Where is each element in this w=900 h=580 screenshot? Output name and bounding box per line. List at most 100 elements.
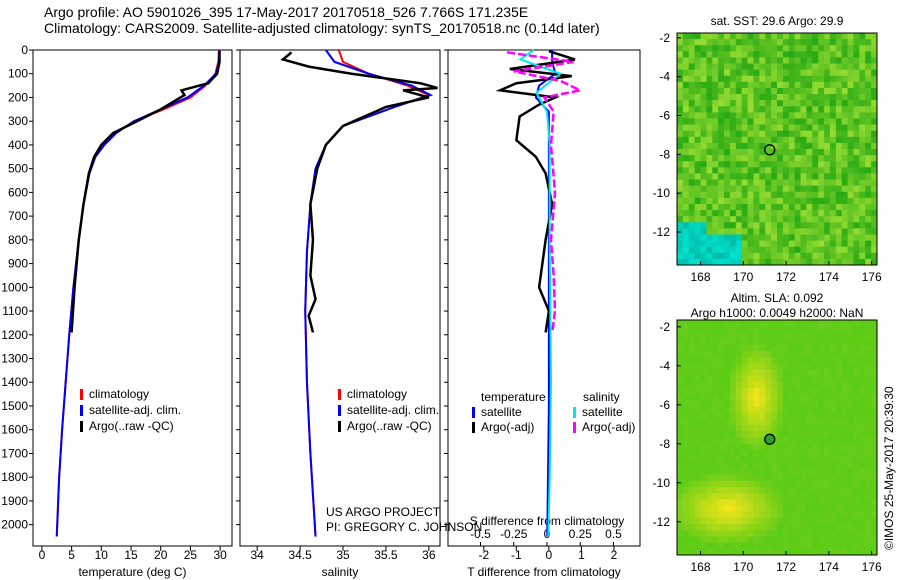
map-cell <box>824 210 831 217</box>
map-cell <box>853 258 860 266</box>
map-cell <box>800 449 807 457</box>
map-cell <box>747 548 754 556</box>
map-cell <box>812 437 819 445</box>
map-cell <box>853 338 860 346</box>
map-cell <box>806 161 813 168</box>
map-cell <box>688 161 696 168</box>
map-cell <box>712 112 719 119</box>
map-cell <box>777 87 784 95</box>
plot-title-line1: Argo profile: AO 5901026_395 17-May-2017… <box>44 4 529 20</box>
map-cell <box>818 474 825 482</box>
map-cell <box>729 344 737 352</box>
map-cell <box>871 320 878 327</box>
map-cell <box>841 63 849 71</box>
map-cell <box>688 517 696 525</box>
map-cell <box>806 167 813 174</box>
map-cell <box>818 149 825 156</box>
map-cell <box>694 344 702 352</box>
map-cell <box>677 87 684 95</box>
map-cell <box>829 474 837 482</box>
map-cell <box>871 363 878 370</box>
map-cell <box>794 326 802 333</box>
map-cell <box>841 369 849 377</box>
map-cell <box>747 381 754 389</box>
map-cell <box>847 106 854 113</box>
map-cell <box>853 505 860 513</box>
map-cell <box>812 210 819 217</box>
map-cell <box>782 203 790 211</box>
map-cell <box>718 505 725 513</box>
map-cell <box>677 173 684 181</box>
map-cell <box>800 179 807 187</box>
map-cell <box>712 87 719 95</box>
map-cell <box>871 234 878 242</box>
map-cell <box>818 406 825 414</box>
map-cell <box>706 228 713 235</box>
map-cell <box>871 462 878 469</box>
map-cell <box>747 118 754 126</box>
legend-swatch <box>472 422 475 433</box>
map-cell <box>812 81 819 89</box>
map-cell <box>871 338 878 346</box>
x2-tick-label: 0.25 <box>569 527 593 541</box>
map-cell <box>753 87 760 95</box>
map-cell <box>847 216 854 223</box>
map-cell <box>800 234 807 242</box>
map-cell <box>824 203 831 211</box>
map-cell <box>800 136 807 144</box>
map-cell <box>729 173 737 181</box>
map-cell <box>735 443 743 451</box>
map-cell <box>853 511 860 519</box>
map-cell <box>765 179 772 187</box>
map-cell <box>782 106 790 113</box>
map-cell <box>812 381 819 389</box>
map-cell <box>771 536 778 544</box>
map-cell <box>747 149 754 156</box>
map-cell <box>694 33 702 40</box>
map-cell <box>741 462 749 469</box>
map-cell <box>777 112 784 119</box>
map-cell <box>712 246 719 254</box>
map-cell <box>788 203 796 211</box>
map-cell <box>865 542 872 550</box>
map-cell <box>688 468 696 476</box>
map-cell <box>747 234 754 242</box>
map-cell <box>835 517 843 525</box>
map-cell <box>782 486 790 494</box>
map-cell <box>853 369 860 377</box>
map-cell <box>782 45 790 52</box>
map-cell <box>700 179 707 187</box>
map-cell <box>800 400 807 408</box>
map-cell <box>765 425 772 432</box>
map-cell <box>824 418 831 426</box>
map-cell <box>700 418 707 426</box>
map-cell <box>818 326 825 333</box>
map-cell <box>871 210 878 217</box>
map-cell <box>824 320 831 327</box>
map-cell <box>765 51 772 58</box>
map-cell <box>729 468 737 476</box>
map-cell <box>765 112 772 119</box>
map-cell <box>853 474 860 482</box>
map-cell <box>806 412 813 420</box>
map-cell <box>747 210 754 217</box>
map-cell <box>765 332 772 340</box>
map-cell <box>771 381 778 389</box>
map-cell <box>853 33 860 40</box>
map-cell <box>694 511 702 519</box>
map-cell <box>724 381 731 389</box>
map-cell <box>729 252 737 260</box>
map-cell <box>724 425 731 432</box>
map-cell <box>741 456 749 463</box>
map-cell <box>735 142 743 150</box>
map-cell <box>794 51 802 58</box>
map-cell <box>735 344 743 352</box>
map-cell <box>718 486 725 494</box>
map-cell <box>818 130 825 138</box>
map-cell <box>735 524 743 531</box>
map-cell <box>771 418 778 426</box>
map-cell <box>700 81 707 89</box>
map-cell <box>818 499 825 507</box>
map-cell <box>853 486 860 494</box>
map-cell <box>794 222 802 229</box>
